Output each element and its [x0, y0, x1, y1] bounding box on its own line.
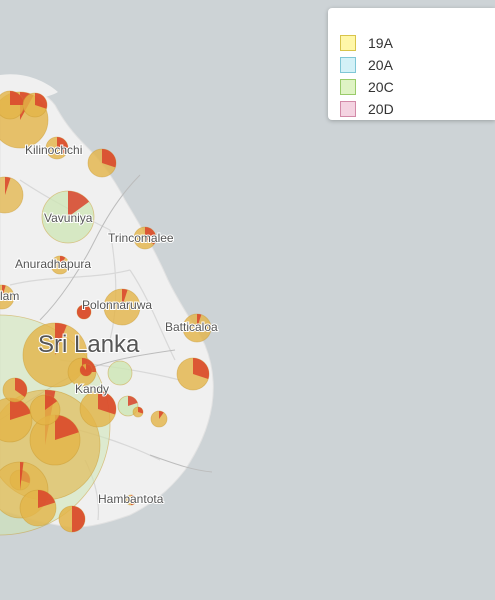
data-circle-slice: [138, 407, 143, 414]
legend-item-20A[interactable]: 20A: [340, 56, 393, 74]
legend-label-20A: 20A: [368, 57, 393, 73]
data-circle-slice: [20, 462, 24, 490]
legend-item-20C[interactable]: 20C: [340, 78, 394, 96]
data-circle-slice: [55, 415, 79, 440]
data-circle-slice: [80, 364, 92, 376]
data-circle-slice: [57, 137, 68, 155]
data-circle-slice: [5, 177, 11, 195]
data-circle-slice: [55, 323, 67, 355]
legend-swatch-20C: [340, 79, 356, 95]
data-circle-slice: [10, 398, 31, 420]
place-label-puttalam: lam: [0, 289, 19, 303]
data-circle-slice: [197, 314, 202, 328]
place-label-trincomalee: Trincomalee: [108, 231, 174, 245]
data-circle-slice: [45, 395, 58, 410]
data-circle-slice: [2, 285, 6, 297]
legend-swatch-20A: [340, 57, 356, 73]
place-label-vavuniya: Vavuniya: [44, 211, 93, 225]
place-label-anuradhapura: Anuradhapura: [15, 257, 91, 271]
legend-item-20D[interactable]: 20D: [340, 100, 394, 118]
data-circle-slice: [60, 256, 66, 265]
data-circle-slice: [77, 305, 91, 319]
data-circle-slice: [128, 396, 138, 406]
data-circle[interactable]: [107, 360, 133, 386]
data-circle-slice: [15, 378, 28, 398]
legend-label-19A: 19A: [368, 35, 393, 51]
data-circle-slice: [10, 91, 24, 105]
data-circle-slice: [122, 289, 128, 307]
legend-label-20D: 20D: [368, 101, 394, 117]
data-circle-slice: [68, 191, 90, 217]
district-data-circles: [0, 90, 212, 536]
legend-label-20C: 20C: [368, 79, 394, 95]
data-circle-slice: [98, 391, 116, 415]
legend: 19A 20A 20C 20D: [328, 8, 495, 120]
legend-item-19A[interactable]: 19A: [340, 34, 393, 52]
place-label-kilinochchi: Kilinochchi: [25, 143, 82, 157]
data-circle-slice: [131, 495, 136, 505]
legend-swatch-20D: [340, 101, 356, 117]
place-label-batticaloa: Batticaloa: [165, 320, 218, 334]
data-circle-slice: [35, 93, 47, 109]
data-circle-slice: [38, 490, 56, 508]
place-label-kandy: Kandy: [75, 382, 109, 396]
data-circle-slice: [159, 411, 164, 419]
place-labels: Kilinochchi Vavuniya Trincomalee Anuradh…: [0, 142, 219, 507]
data-circle-slice: [102, 149, 116, 168]
data-circle-slice: [145, 227, 156, 245]
place-label-polonnaruwa: Polonnaruwa: [82, 298, 152, 312]
place-label-hambantota: Hambantota: [98, 492, 164, 506]
legend-swatch-19A: [340, 35, 356, 51]
data-circle-slice: [193, 358, 209, 379]
data-circle-slice: [72, 506, 85, 532]
country-label: Sri Lanka: [38, 331, 140, 358]
